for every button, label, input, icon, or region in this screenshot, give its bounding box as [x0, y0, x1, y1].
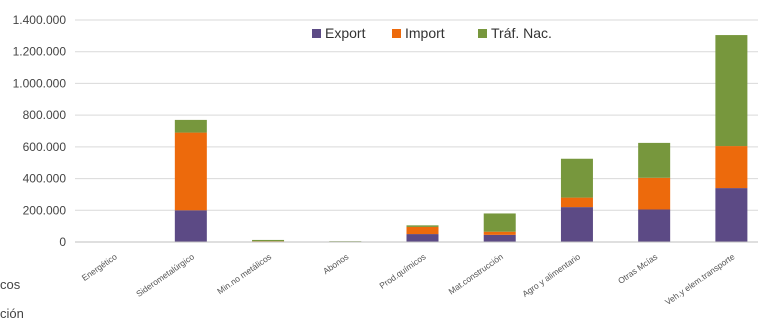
x-axis-ticks: Energético Siderometalúrgico Min.no metáli…: [80, 251, 737, 307]
x-tick-label: Agro y alimentario: [520, 251, 582, 299]
bar-segment: [715, 146, 748, 189]
y-tick-label: 800.000: [23, 108, 67, 122]
legend: Export Import Tráf. Nac.: [312, 25, 552, 41]
y-tick-label: 400.000: [23, 172, 67, 186]
bar-segment: [638, 177, 671, 210]
legend-swatch: [312, 29, 321, 38]
x-tick-label: Prod.químicos: [377, 251, 427, 290]
bar-segment: [406, 225, 439, 227]
legend-swatch: [392, 29, 401, 38]
bar-segment: [406, 234, 439, 242]
legend-label: Tráf. Nac.: [491, 25, 552, 41]
x-tick-label: Siderometalúrgico: [134, 251, 196, 299]
bar-segment: [483, 213, 516, 232]
legend-label: Import: [405, 25, 445, 41]
bars: [174, 35, 748, 243]
bar-segment: [715, 35, 748, 147]
bar-segment: [638, 142, 671, 178]
bar-segment: [483, 234, 516, 242]
bar-segment: [329, 241, 362, 242]
y-tick-label: 1.200.000: [13, 45, 67, 59]
clipped-side-text-1: cos: [0, 277, 21, 292]
x-tick-label: Energético: [80, 251, 119, 283]
bar-segment: [638, 209, 671, 242]
bar-segment: [252, 241, 285, 242]
y-axis-ticks: 0 200.000 400.000 600.000 800.000 1.000.000 1.…: [13, 13, 67, 249]
x-tick-label: Abonos: [321, 251, 350, 276]
bar-segment: [483, 231, 516, 235]
bar-segment: [560, 197, 593, 208]
x-tick-label: Veh.y elem.transporte: [663, 251, 737, 307]
y-tick-label: 1.000.000: [13, 76, 67, 90]
bar-segment: [174, 210, 207, 242]
y-tick-label: 1.400.000: [13, 13, 67, 27]
x-tick-label: Mat.construcción: [447, 251, 506, 296]
bar-segment: [174, 119, 207, 133]
legend-label: Export: [325, 25, 366, 41]
y-tick-label: 200.000: [23, 203, 67, 217]
bar-segment: [174, 132, 207, 211]
clipped-side-text-2: ción: [0, 306, 24, 321]
legend-swatch: [478, 29, 487, 38]
bar-segment: [406, 226, 439, 235]
y-tick-label: 0: [59, 235, 66, 249]
bar-segment: [252, 239, 285, 242]
y-tick-label: 600.000: [23, 140, 67, 154]
x-tick-label: Otras Mcías: [616, 251, 659, 285]
bar-segment: [560, 207, 593, 242]
bar-segment: [715, 188, 748, 242]
bar-segment: [560, 158, 593, 198]
x-tick-label: Min.no metálicos: [215, 251, 273, 296]
